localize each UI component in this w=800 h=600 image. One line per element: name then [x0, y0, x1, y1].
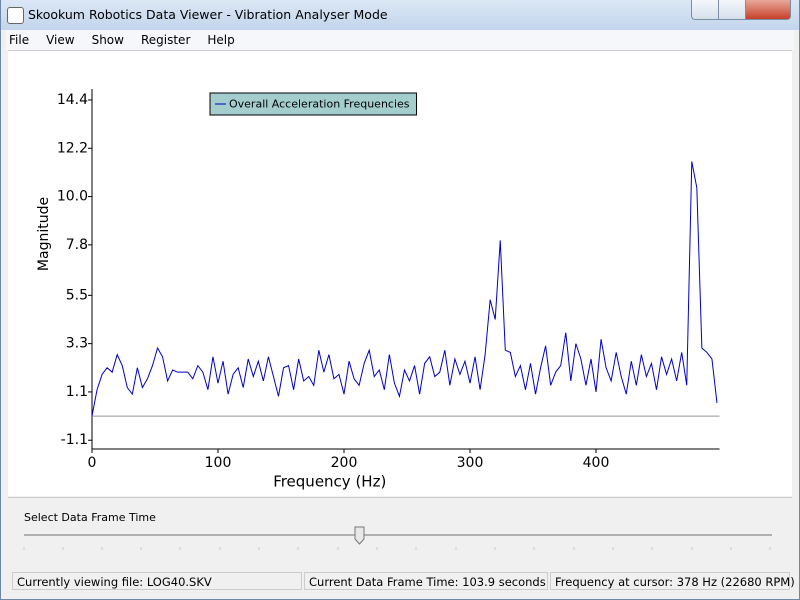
y-tick-label: 1.1 — [66, 384, 88, 400]
menu-item[interactable]: View — [46, 33, 75, 47]
slider-ticks — [23, 547, 771, 550]
status-cursor: Frequency at cursor: 378 Hz (22680 RPM) — [550, 572, 795, 590]
title-bar: Skookum Robotics Data Viewer - Vibration… — [0, 0, 800, 30]
x-tick-label: 100 — [205, 455, 232, 471]
status-file: Currently viewing file: LOG40.SKV — [12, 572, 302, 590]
app-icon — [7, 7, 24, 24]
x-tick-label: 400 — [583, 455, 610, 471]
y-tick-label: 7.8 — [66, 237, 88, 253]
data-line — [91, 161, 718, 417]
minimize-button[interactable] — [691, 0, 719, 20]
menu-item[interactable]: Register — [140, 33, 191, 47]
menu-item[interactable]: Show — [91, 33, 124, 47]
slider-label: Select Data Frame Time — [24, 511, 156, 524]
legend-label: Overall Acceleration Frequencies — [229, 98, 410, 111]
y-tick-label: 3.3 — [66, 336, 88, 352]
menu-item[interactable]: File — [9, 33, 30, 47]
y-tick-label: 10.0 — [57, 189, 88, 205]
status-frame-time: Current Data Frame Time: 103.9 seconds — [304, 572, 548, 590]
y-tick-label: 14.4 — [57, 92, 88, 108]
menu-bar: File View Show Register Help — [6, 30, 794, 50]
legend: Overall Acceleration Frequencies — [209, 92, 418, 116]
chart-panel: -1.1 1.1 3.3 5.5 7.8 10.0 12.2 14.4 0 100 200 300 40… — [8, 50, 792, 496]
maximize-button[interactable] — [718, 0, 746, 20]
y-tick-label: -1.1 — [61, 432, 88, 448]
status-bar: Currently viewing file: LOG40.SKV Curren… — [8, 570, 795, 592]
x-tick-label: 300 — [457, 455, 484, 471]
menu-item[interactable]: Help — [207, 33, 235, 47]
y-tick-label: 12.2 — [57, 140, 88, 156]
legend-box — [209, 92, 418, 116]
x-tick-label: 200 — [331, 455, 358, 471]
y-axis-label: Magnitude — [36, 197, 52, 271]
slider-panel: Select Data Frame Time — [8, 497, 792, 568]
x-tick-label: 0 — [88, 455, 97, 471]
y-tick-label: 5.5 — [66, 287, 88, 303]
slider-thumb[interactable] — [354, 526, 365, 545]
x-axis-label: Frequency (Hz) — [273, 473, 386, 491]
chart: -1.1 1.1 3.3 5.5 7.8 10.0 12.2 14.4 0 100 200 300 40… — [36, 89, 720, 491]
slider[interactable] — [8, 498, 792, 568]
window-title: Skookum Robotics Data Viewer - Vibration… — [28, 7, 388, 22]
close-button[interactable] — [745, 0, 791, 20]
